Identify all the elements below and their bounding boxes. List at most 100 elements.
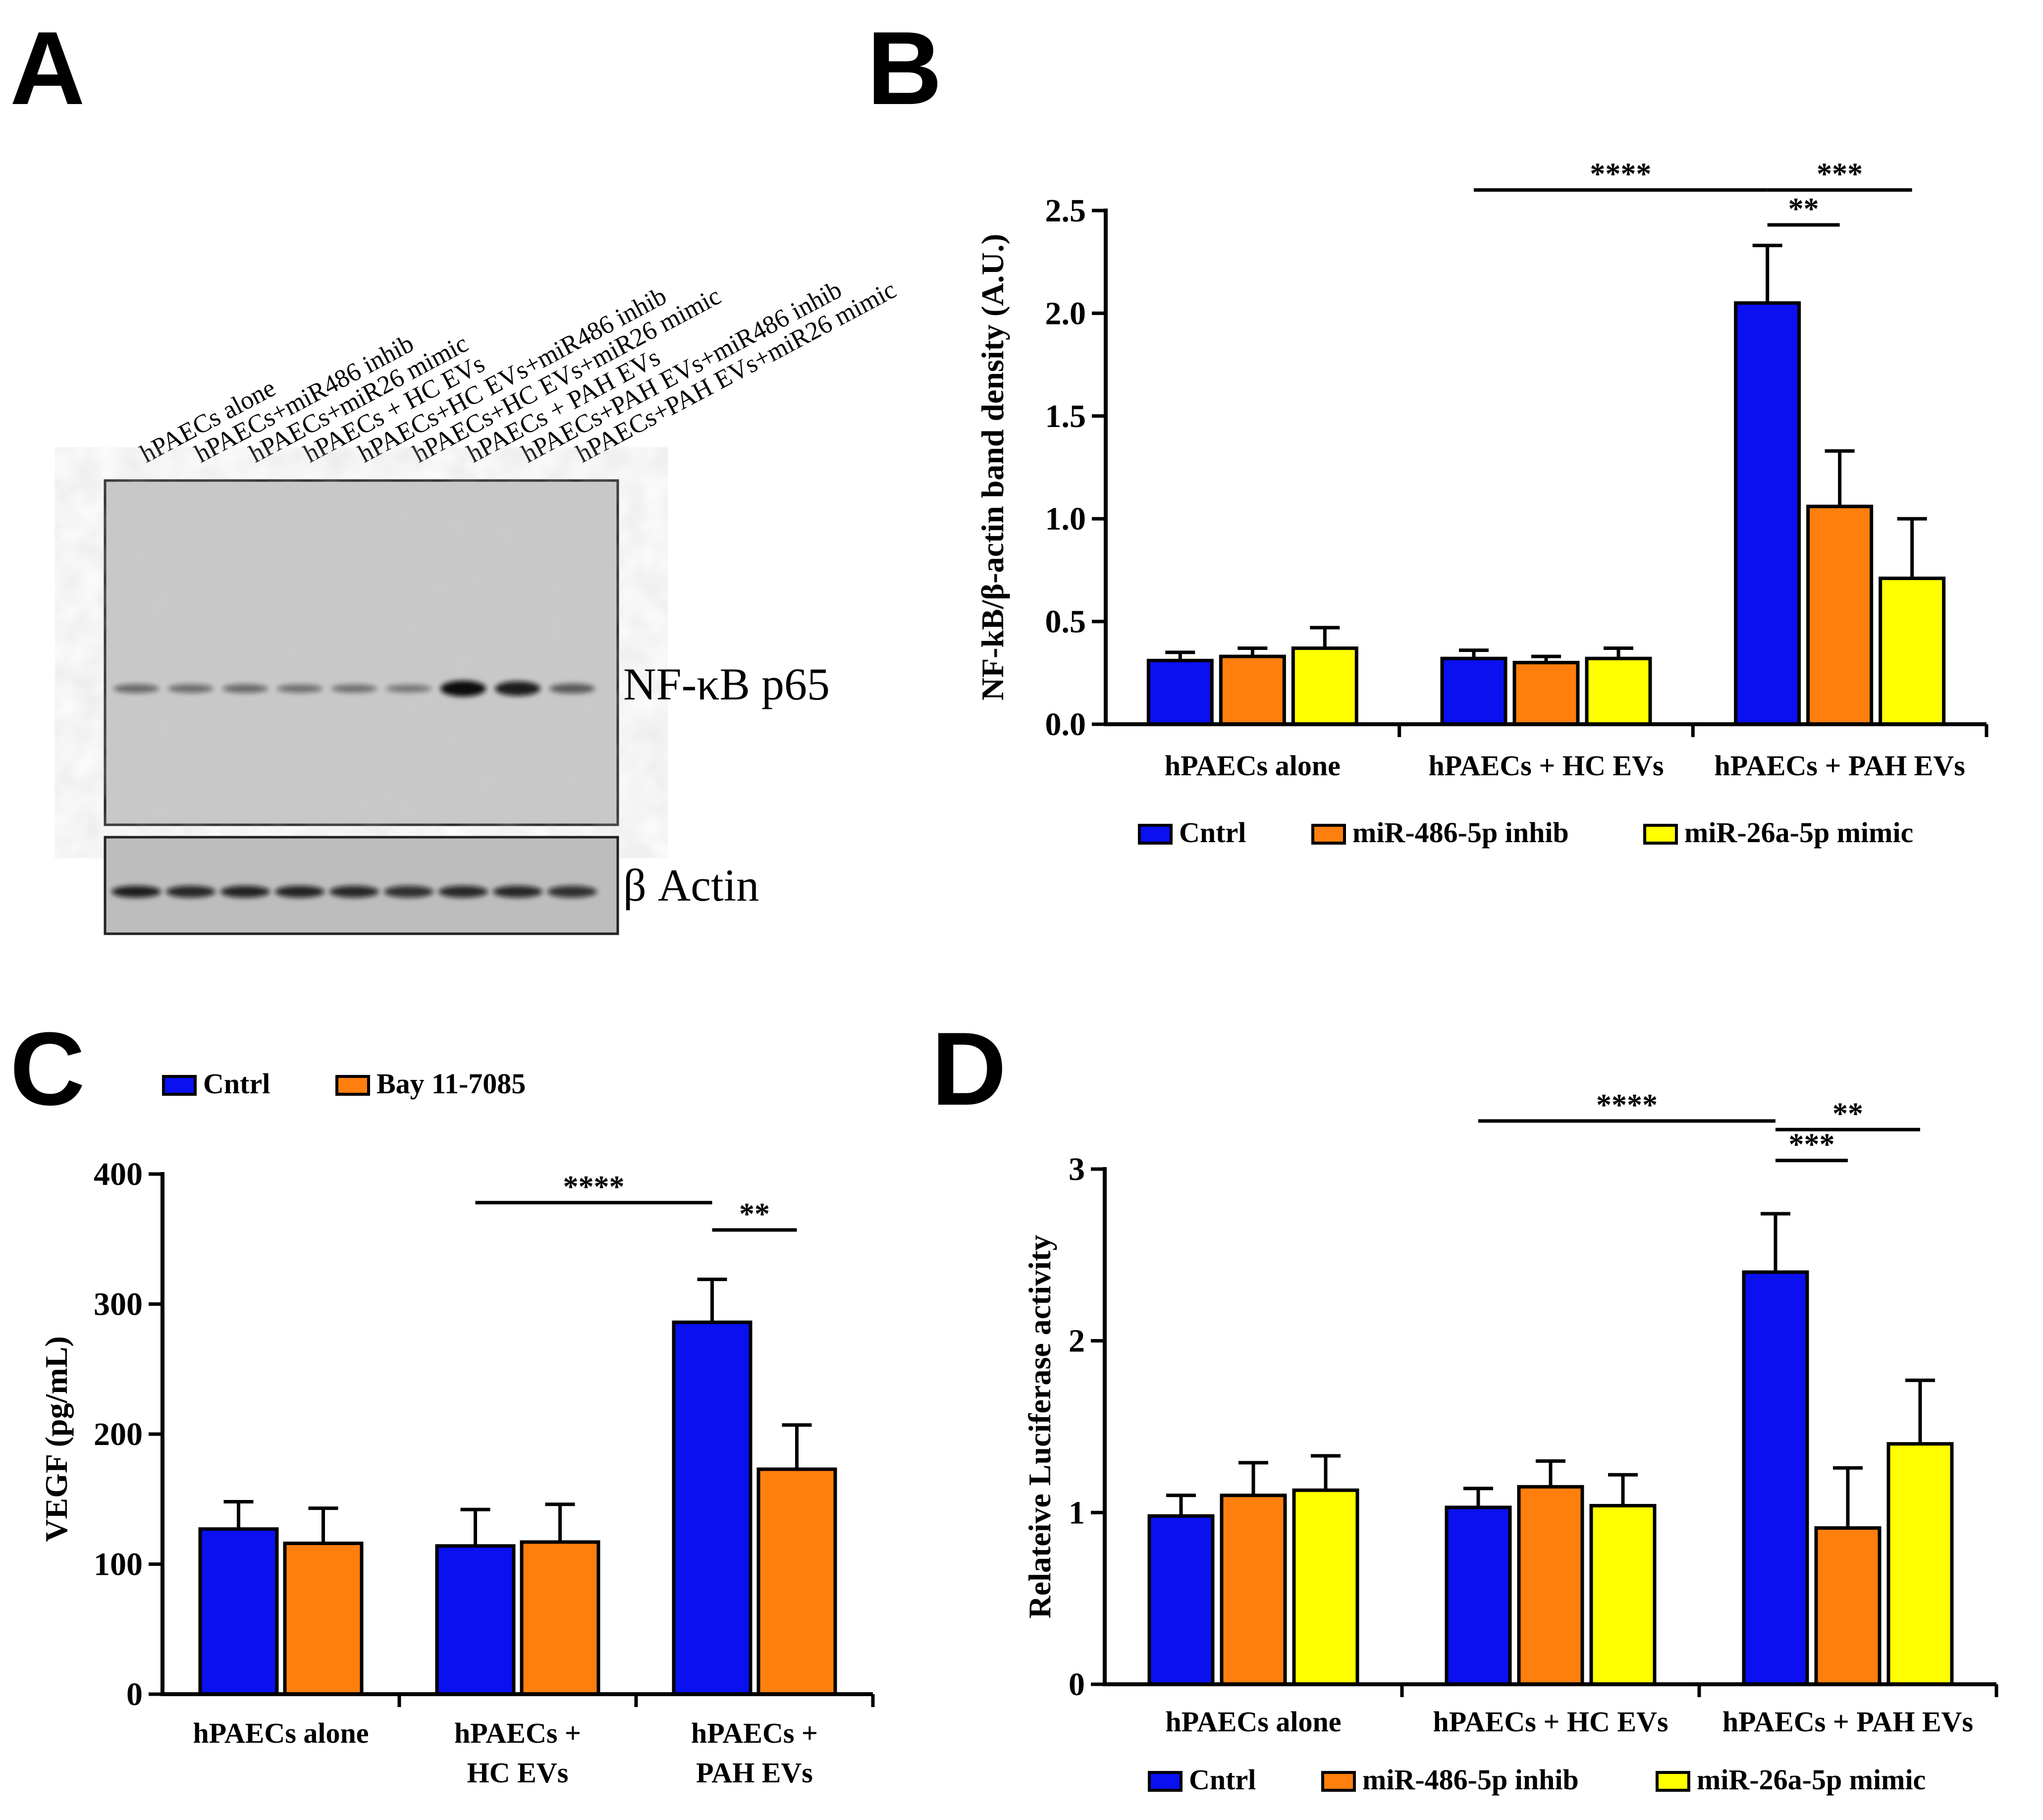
chart-b-legend-swatch-1 [1311, 824, 1346, 845]
actin-band-2 [166, 886, 215, 898]
nfkb-p65-label: NF-κB p65 [623, 659, 830, 709]
chart-b-legend-label-2: miR-26a-5p mimic [1684, 816, 1913, 849]
chart-d-legend-label-0: Cntrl [1189, 1764, 1256, 1796]
chart-b-bar-s2-c0 [1291, 646, 1358, 726]
nfkb-band-7 [440, 681, 486, 696]
chart-d-category-label-2: hPAECs + PAH EVs [1722, 1706, 1973, 1738]
chart-d-bar-s0-c0 [1147, 1514, 1215, 1686]
chart-d-sig-label-2: *** [1789, 1128, 1835, 1162]
chart-b-bar-s2-c2 [1879, 576, 1946, 726]
nfkb-band-9 [549, 684, 595, 694]
chart-b-legend-label-0: Cntrl [1179, 816, 1246, 849]
chart-d-bar-s2-c2 [1886, 1442, 1954, 1686]
nfkb-band-4 [277, 684, 323, 693]
chart-d-ytick-label-1: 1 [1069, 1495, 1085, 1531]
nfkb-bands [113, 681, 595, 696]
chart-d-legend-label-2: miR-26a-5p mimic [1697, 1764, 1926, 1796]
chart-b-bar-s1-c1 [1512, 661, 1580, 726]
chart-c-legend-swatch-1 [335, 1075, 370, 1096]
nfkb-band-1 [113, 684, 159, 693]
panel-letter-c: C [10, 1011, 85, 1127]
nfkb-band-5 [331, 684, 377, 693]
chart-d-bar-s1-c0 [1220, 1494, 1287, 1686]
chart-d-ytick-label-3: 3 [1069, 1151, 1085, 1187]
chart-b-ytick-label-0: 0.0 [1045, 706, 1086, 743]
chart-b-legend-swatch-2 [1643, 824, 1678, 845]
actin-band-8 [493, 886, 542, 898]
chart-b-ytick-label-3: 1.5 [1045, 398, 1086, 434]
chart-c-category-label-0: hPAECs alone [193, 1717, 369, 1749]
nfkb-band-6 [386, 685, 431, 693]
chart-b-y-axis-title: NF-kB/β-actin band density (A.U.) [975, 234, 1010, 700]
chart-b-category-label-0: hPAECs alone [1165, 749, 1341, 782]
chart-c-ytick-label-0: 0 [126, 1676, 143, 1713]
chart-c-bar-s0-c1 [435, 1544, 516, 1696]
chart-d-sig-label-1: ** [1832, 1097, 1863, 1130]
chart-d-sig-label-0: **** [1596, 1088, 1658, 1122]
actin-bands [111, 886, 597, 898]
chart-c-legend-swatch-0 [162, 1075, 197, 1096]
chart-d-ytick-label-0: 0 [1069, 1666, 1085, 1703]
actin-band-3 [220, 886, 270, 898]
chart-c-category-label-1-line0: hPAECs + [454, 1717, 581, 1749]
chart-b-ytick-label-5: 2.5 [1045, 193, 1086, 229]
chart-d-bar-s2-c0 [1292, 1488, 1359, 1686]
chart-b-bar-s0-c1 [1440, 656, 1507, 726]
actin-band-6 [384, 886, 433, 898]
chart-d: 0 1 2 3 hPAECs alone hPAECs + HC EVs hPAECs + … [1022, 1088, 1998, 1796]
nfkb-blot-noise [106, 482, 617, 824]
chart-b-category-label-2: hPAECs + PAH EVs [1715, 749, 1965, 782]
actin-band-7 [438, 886, 488, 898]
chart-b-bar-s1-c0 [1219, 654, 1286, 726]
chart-c-category-label-1-line1: HC EVs [467, 1757, 569, 1789]
actin-blot [104, 836, 619, 935]
chart-d-bar-s1-c1 [1517, 1485, 1584, 1686]
chart-c-category-label-2-line1: PAH EVs [696, 1757, 813, 1789]
nfkb-band-3 [222, 684, 268, 693]
chart-d-legend-label-1: miR-486-5p inhib [1362, 1764, 1579, 1796]
chart-c-ytick-label-1: 100 [94, 1547, 143, 1583]
chart-b-sig-label-0: **** [1590, 158, 1651, 191]
panel-letter-d: D [931, 1011, 1007, 1127]
chart-c-y-axis-title: VEGF (pg/mL) [39, 1336, 74, 1542]
actin-band-9 [547, 886, 597, 898]
chart-b-ytick-label-4: 2.0 [1045, 295, 1086, 331]
chart-c-category-label-2-line0: hPAECs + [691, 1717, 818, 1749]
chart-c-legend-label-1: Bay 11-7085 [376, 1068, 526, 1100]
chart-b: 0.0 0.5 1.0 1.5 2.0 2.5 hPAECs alone hPAECs + H… [975, 158, 1989, 849]
chart-d-legend-swatch-1 [1321, 1771, 1356, 1792]
chart-d-bar-s2-c1 [1589, 1503, 1657, 1686]
chart-d-legend-swatch-2 [1656, 1771, 1690, 1792]
nfkb-band-2 [168, 684, 214, 693]
chart-c-bar-s1-c0 [283, 1542, 364, 1696]
chart-c-legend-label-0: Cntrl [203, 1068, 270, 1100]
chart-c-bar-s1-c2 [756, 1467, 837, 1696]
chart-b-legend-swatch-0 [1138, 824, 1173, 845]
chart-d-bar-s0-c1 [1445, 1505, 1512, 1686]
beta-actin-label: β Actin [623, 860, 759, 910]
chart-b-legend-label-1: miR-486-5p inhib [1352, 816, 1569, 849]
chart-b-ytick-label-2: 1.0 [1045, 501, 1086, 537]
lane-labels: hPAECs alone hPAECs+miR486 inhib hPAECs+… [136, 275, 901, 468]
chart-d-legend-swatch-0 [1148, 1771, 1183, 1792]
chart-b-bar-s0-c0 [1146, 658, 1214, 726]
chart-d-bar-s0-c2 [1742, 1270, 1809, 1686]
actin-band-4 [275, 886, 324, 898]
chart-c-bar-s0-c2 [672, 1320, 753, 1696]
chart-d-category-label-0: hPAECs alone [1165, 1706, 1341, 1738]
nfkb-band-8 [495, 681, 540, 696]
nfkb-blot [104, 479, 619, 826]
chart-b-ytick-label-1: 0.5 [1045, 604, 1086, 640]
chart-d-bar-s1-c2 [1814, 1526, 1882, 1686]
chart-c-sig-label-1: ** [739, 1197, 770, 1231]
chart-b-bar-s0-c2 [1734, 301, 1801, 726]
chart-b-sig-label-2: ** [1788, 192, 1819, 226]
western-blot-panel: hPAECs alone hPAECs+miR486 inhib hPAECs+… [104, 275, 901, 935]
chart-d-category-label-1: hPAECs + HC EVs [1433, 1706, 1668, 1738]
chart-b-bar-s2-c1 [1585, 656, 1652, 726]
chart-b-category-label-1: hPAECs + HC EVs [1428, 749, 1664, 782]
chart-c: 0 100 200 300 400 hPAECs alone hPAECs + HC EVs h… [39, 1068, 875, 1789]
actin-band-5 [329, 886, 379, 898]
chart-c-bar-s0-c0 [198, 1527, 279, 1696]
